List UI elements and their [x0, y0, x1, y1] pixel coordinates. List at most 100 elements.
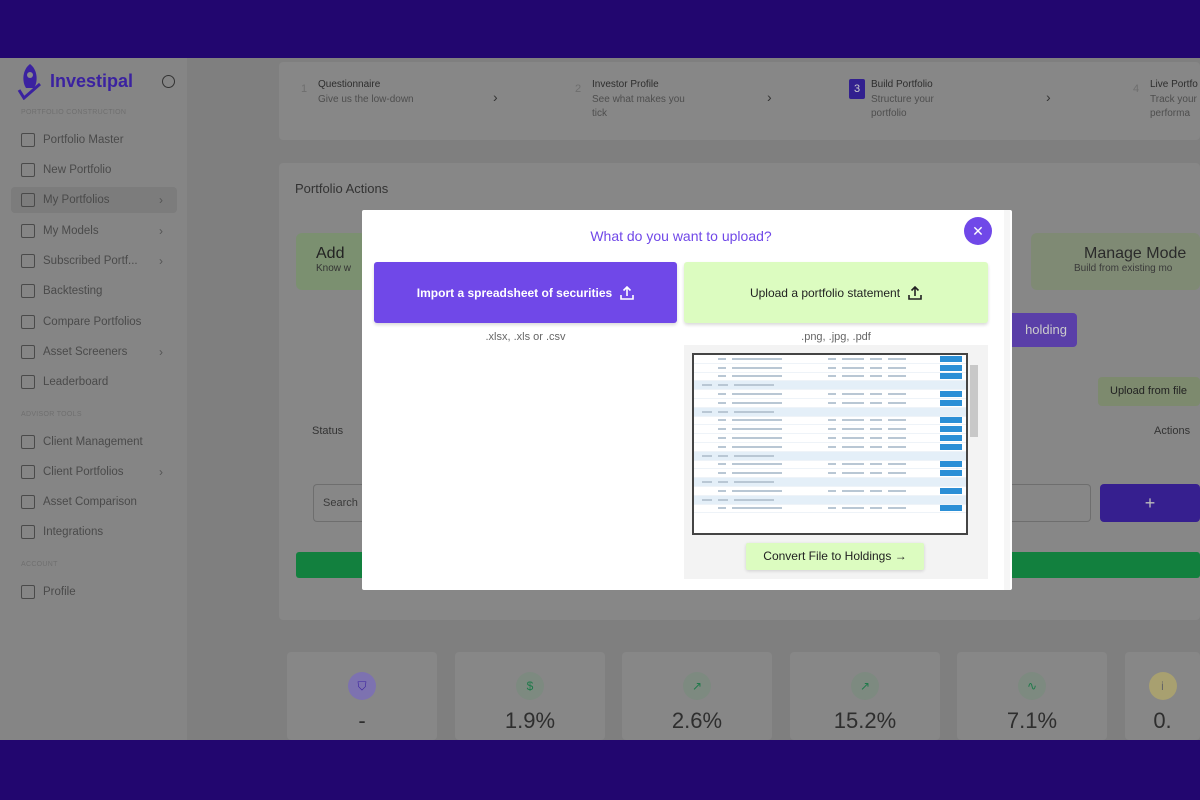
sidebar-item-label: Asset Screeners: [43, 346, 128, 358]
sidebar-item-label: My Models: [43, 225, 99, 237]
add-card[interactable]: Add Know w: [296, 233, 366, 290]
chevron-right-icon: ›: [159, 193, 163, 207]
step-4[interactable]: 4 Live Portfo Track your performa: [1128, 79, 1200, 121]
chevron-right-icon: ›: [159, 465, 163, 479]
sidebar-item-label: Compare Portfolios: [43, 316, 142, 328]
step-1[interactable]: 1 Questionnaire Give us the low-down: [296, 79, 418, 107]
preview-row: [694, 399, 966, 408]
stat-card: $1.9%: [455, 652, 605, 740]
step-subtitle: Track your performa: [1150, 94, 1197, 119]
stat-value: 1.9%: [504, 708, 556, 733]
preview-row: [694, 381, 966, 391]
chevron-right-icon: ›: [159, 224, 163, 238]
preview-row: [694, 417, 966, 426]
preview-row: [694, 407, 966, 417]
actions-header: Actions: [1154, 425, 1191, 437]
sidebar-item-compare-portfolios[interactable]: Compare Portfolios: [11, 309, 177, 335]
sidebar-item-label: Client Management: [43, 436, 143, 448]
sidebar-item-integrations[interactable]: Integrations: [11, 519, 177, 545]
sidebar-item-profile[interactable]: Profile: [11, 579, 177, 605]
sidebar-item-my-models[interactable]: My Models ›: [11, 218, 177, 244]
upload-icon: [908, 285, 922, 300]
users-icon: [21, 435, 35, 449]
layers-icon: [21, 345, 35, 359]
step-number: 3: [849, 79, 865, 99]
rocket-logo-icon: [17, 64, 41, 100]
step-3[interactable]: 3 Build Portfolio Structure your portfolio: [849, 79, 971, 121]
columns-icon: [21, 315, 35, 329]
step-number: 1: [300, 83, 308, 95]
chevron-right-icon: ›: [159, 254, 163, 268]
add-button[interactable]: +: [1100, 484, 1200, 522]
sidebar-item-backtesting[interactable]: Backtesting: [11, 278, 177, 304]
sidebar-item-new-portfolio[interactable]: New Portfolio: [11, 157, 177, 183]
preview-row: [694, 434, 966, 443]
user-icon: [21, 585, 35, 599]
bar-chart-icon: [21, 495, 35, 509]
code-icon: [21, 224, 35, 238]
stat-card: ↗ 15.2%: [790, 652, 940, 740]
upload-statement-button[interactable]: Upload a portfolio statement: [684, 262, 988, 323]
sidebar-item-asset-screeners[interactable]: Asset Screeners ›: [11, 339, 177, 365]
sidebar-item-label: Profile: [43, 586, 76, 598]
preview-row: [694, 461, 966, 470]
sidebar-item-subscribed-portf-[interactable]: Subscribed Portf... ›: [11, 248, 177, 274]
step-subtitle: Give us the low-down: [318, 94, 414, 105]
pie-chart-icon: [21, 193, 35, 207]
shield-icon: ⛉: [348, 672, 376, 700]
upload-modal: What do you want to upload? ✕ Import a s…: [362, 210, 1012, 590]
stat-value: -: [358, 708, 366, 733]
chevron-right-icon: ›: [493, 89, 498, 105]
preview-scrollbar[interactable]: [970, 365, 978, 437]
add-card-sub: Know w: [316, 263, 352, 274]
statement-formats: .png, .jpg, .pdf: [801, 331, 871, 343]
sidebar-item-client-management[interactable]: Client Management: [11, 429, 177, 455]
sidebar-item-label: Integrations: [43, 526, 104, 538]
sidebar-item-label: New Portfolio: [43, 164, 112, 176]
sidebar-item-asset-comparison[interactable]: Asset Comparison: [11, 489, 177, 515]
search-input-right-edge[interactable]: [1012, 484, 1091, 522]
spreadsheet-formats: .xlsx, .xls or .csv: [485, 331, 566, 343]
step-title: Build Portfolio: [871, 79, 933, 90]
info-icon: i: [1148, 672, 1177, 700]
sidebar-item-label: Subscribed Portf...: [43, 255, 138, 267]
stat-value: 15.2%: [833, 708, 897, 733]
collapse-sidebar-button[interactable]: [162, 75, 175, 88]
step-number: 4: [1132, 83, 1140, 95]
statement-preview-panel: Convert File to Holdings →: [684, 345, 988, 579]
link-icon: [21, 525, 35, 539]
sidebar-item-portfolio-master[interactable]: Portfolio Master: [11, 127, 177, 153]
logo[interactable]: Investipal: [16, 62, 133, 100]
sidebar-item-leaderboard[interactable]: Leaderboard: [11, 369, 177, 395]
preview-row: [694, 495, 966, 505]
preview-row: [694, 425, 966, 435]
chevron-right-icon: ›: [159, 345, 163, 359]
search-input[interactable]: [313, 484, 362, 522]
trending-up-icon: ↗: [683, 672, 711, 700]
chevron-right-icon: ›: [1046, 89, 1051, 105]
modal-scrollbar[interactable]: [1004, 210, 1010, 590]
stat-card: i 0.: [1125, 652, 1200, 740]
status-header: Status: [312, 425, 344, 437]
preview-row: [694, 373, 966, 382]
manage-models-card[interactable]: Manage Mode Build from existing mo: [1031, 233, 1200, 290]
sidebar-item-label: Portfolio Master: [43, 134, 124, 146]
preview-row: [694, 390, 966, 399]
step-2[interactable]: 2 Investor Profile See what makes you tick: [570, 79, 692, 121]
close-button[interactable]: ✕: [964, 217, 992, 245]
stat-card: ↗ 2.6%: [622, 652, 772, 740]
sidebar-section-title: ACCOUNT: [21, 561, 58, 568]
import-spreadsheet-button[interactable]: Import a spreadsheet of securities: [374, 262, 677, 323]
sidebar-item-client-portfolios[interactable]: Client Portfolios ›: [11, 459, 177, 485]
sidebar-item-my-portfolios[interactable]: My Portfolios ›: [11, 187, 177, 213]
stepper: [279, 62, 1200, 140]
sidebar-section-title: ADVISOR TOOLS: [21, 411, 82, 418]
convert-file-button[interactable]: Convert File to Holdings →: [746, 543, 924, 570]
sidebar: [0, 58, 187, 740]
step-subtitle: Structure your portfolio: [871, 94, 934, 119]
preview-row: [694, 469, 966, 479]
trending-up-icon: ↗: [851, 672, 879, 700]
preview-row: [694, 355, 966, 364]
upload-from-file-button[interactable]: Upload from file: [1098, 377, 1200, 406]
modal-title: What do you want to upload?: [590, 228, 772, 244]
